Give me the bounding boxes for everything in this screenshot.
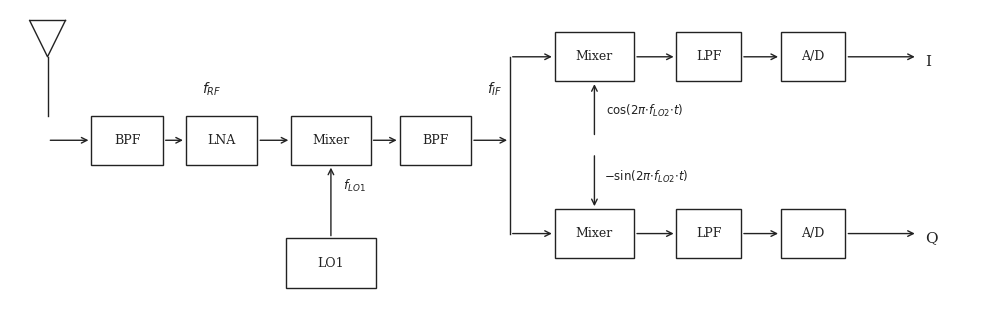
Bar [677,32,741,81]
Bar [781,32,845,81]
Bar [555,32,634,81]
Text: LPF: LPF [696,227,721,240]
Bar [555,209,634,258]
Text: $-\sin(2\pi{\cdot}f_{LO2}{\cdot}t)$: $-\sin(2\pi{\cdot}f_{LO2}{\cdot}t)$ [605,169,689,185]
Text: BPF: BPF [114,134,140,147]
Text: Mixer: Mixer [312,134,350,147]
Text: BPF: BPF [423,134,448,147]
Text: $f_{LO1}$: $f_{LO1}$ [343,178,365,194]
Bar [781,209,845,258]
Bar [186,116,257,165]
Text: A/D: A/D [802,227,824,240]
Text: A/D: A/D [802,50,824,63]
Bar [400,116,471,165]
Bar [292,116,370,165]
Text: $f_{IF}$: $f_{IF}$ [488,81,502,98]
Text: Mixer: Mixer [576,50,613,63]
Text: $f_{RF}$: $f_{RF}$ [202,81,222,98]
Text: I: I [926,55,932,69]
Text: LNA: LNA [208,134,235,147]
Text: LPF: LPF [696,50,721,63]
Text: Mixer: Mixer [576,227,613,240]
Bar [287,238,375,288]
Bar [92,116,163,165]
Bar [677,209,741,258]
Text: $\cos(2\pi{\cdot}f_{LO2}{\cdot}t)$: $\cos(2\pi{\cdot}f_{LO2}{\cdot}t)$ [607,103,684,119]
Text: Q: Q [926,232,938,246]
Text: LO1: LO1 [317,257,344,269]
